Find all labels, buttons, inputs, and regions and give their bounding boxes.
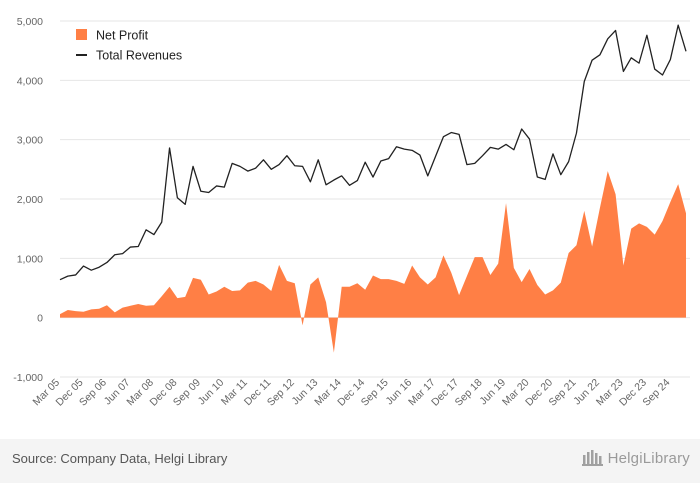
- brand-name: HelgiLibrary: [607, 449, 690, 467]
- y-axis-ticks: -1,000 0 1,000 2,000 3,000 4,000 5,000: [13, 16, 43, 384]
- legend-label-total-revenues: Total Revenues: [96, 49, 182, 63]
- footer: Source: Company Data, Helgi Library Helg…: [0, 439, 700, 483]
- legend-swatch-net-profit: [76, 29, 87, 40]
- y-tick-label: 0: [37, 313, 43, 325]
- legend: Net Profit Total Revenues: [76, 29, 182, 63]
- y-tick-label: 1,000: [17, 253, 43, 265]
- x-tick-label: Sep 12: [265, 377, 297, 409]
- y-tick-label: 5,000: [17, 16, 43, 28]
- x-tick-label: Sep 24: [640, 377, 672, 409]
- y-tick-label: 2,000: [17, 194, 43, 206]
- x-tick-label: Sep 21: [547, 377, 579, 409]
- y-tick-label: 3,000: [17, 135, 43, 147]
- legend-label-net-profit: Net Profit: [96, 29, 149, 43]
- source-text: Source: Company Data, Helgi Library: [12, 451, 228, 466]
- total-revenues-line: [59, 24, 687, 281]
- x-tick-label: Sep 18: [453, 377, 485, 409]
- chart: -1,000 0 1,000 2,000 3,000 4,000 5,000 Mar 05D…: [13, 16, 690, 409]
- x-tick-label: Sep 06: [77, 377, 109, 409]
- brand[interactable]: HelgiLibrary: [581, 448, 690, 468]
- net-profit-area: [60, 171, 686, 353]
- gridlines: [60, 20, 690, 378]
- library-logo-icon: [581, 450, 603, 466]
- y-tick-label: -1,000: [13, 372, 43, 384]
- y-tick-label: 4,000: [17, 75, 43, 87]
- x-tick-label: Sep 15: [359, 377, 391, 409]
- series-layer: [59, 24, 687, 353]
- x-tick-label: Sep 09: [171, 377, 203, 409]
